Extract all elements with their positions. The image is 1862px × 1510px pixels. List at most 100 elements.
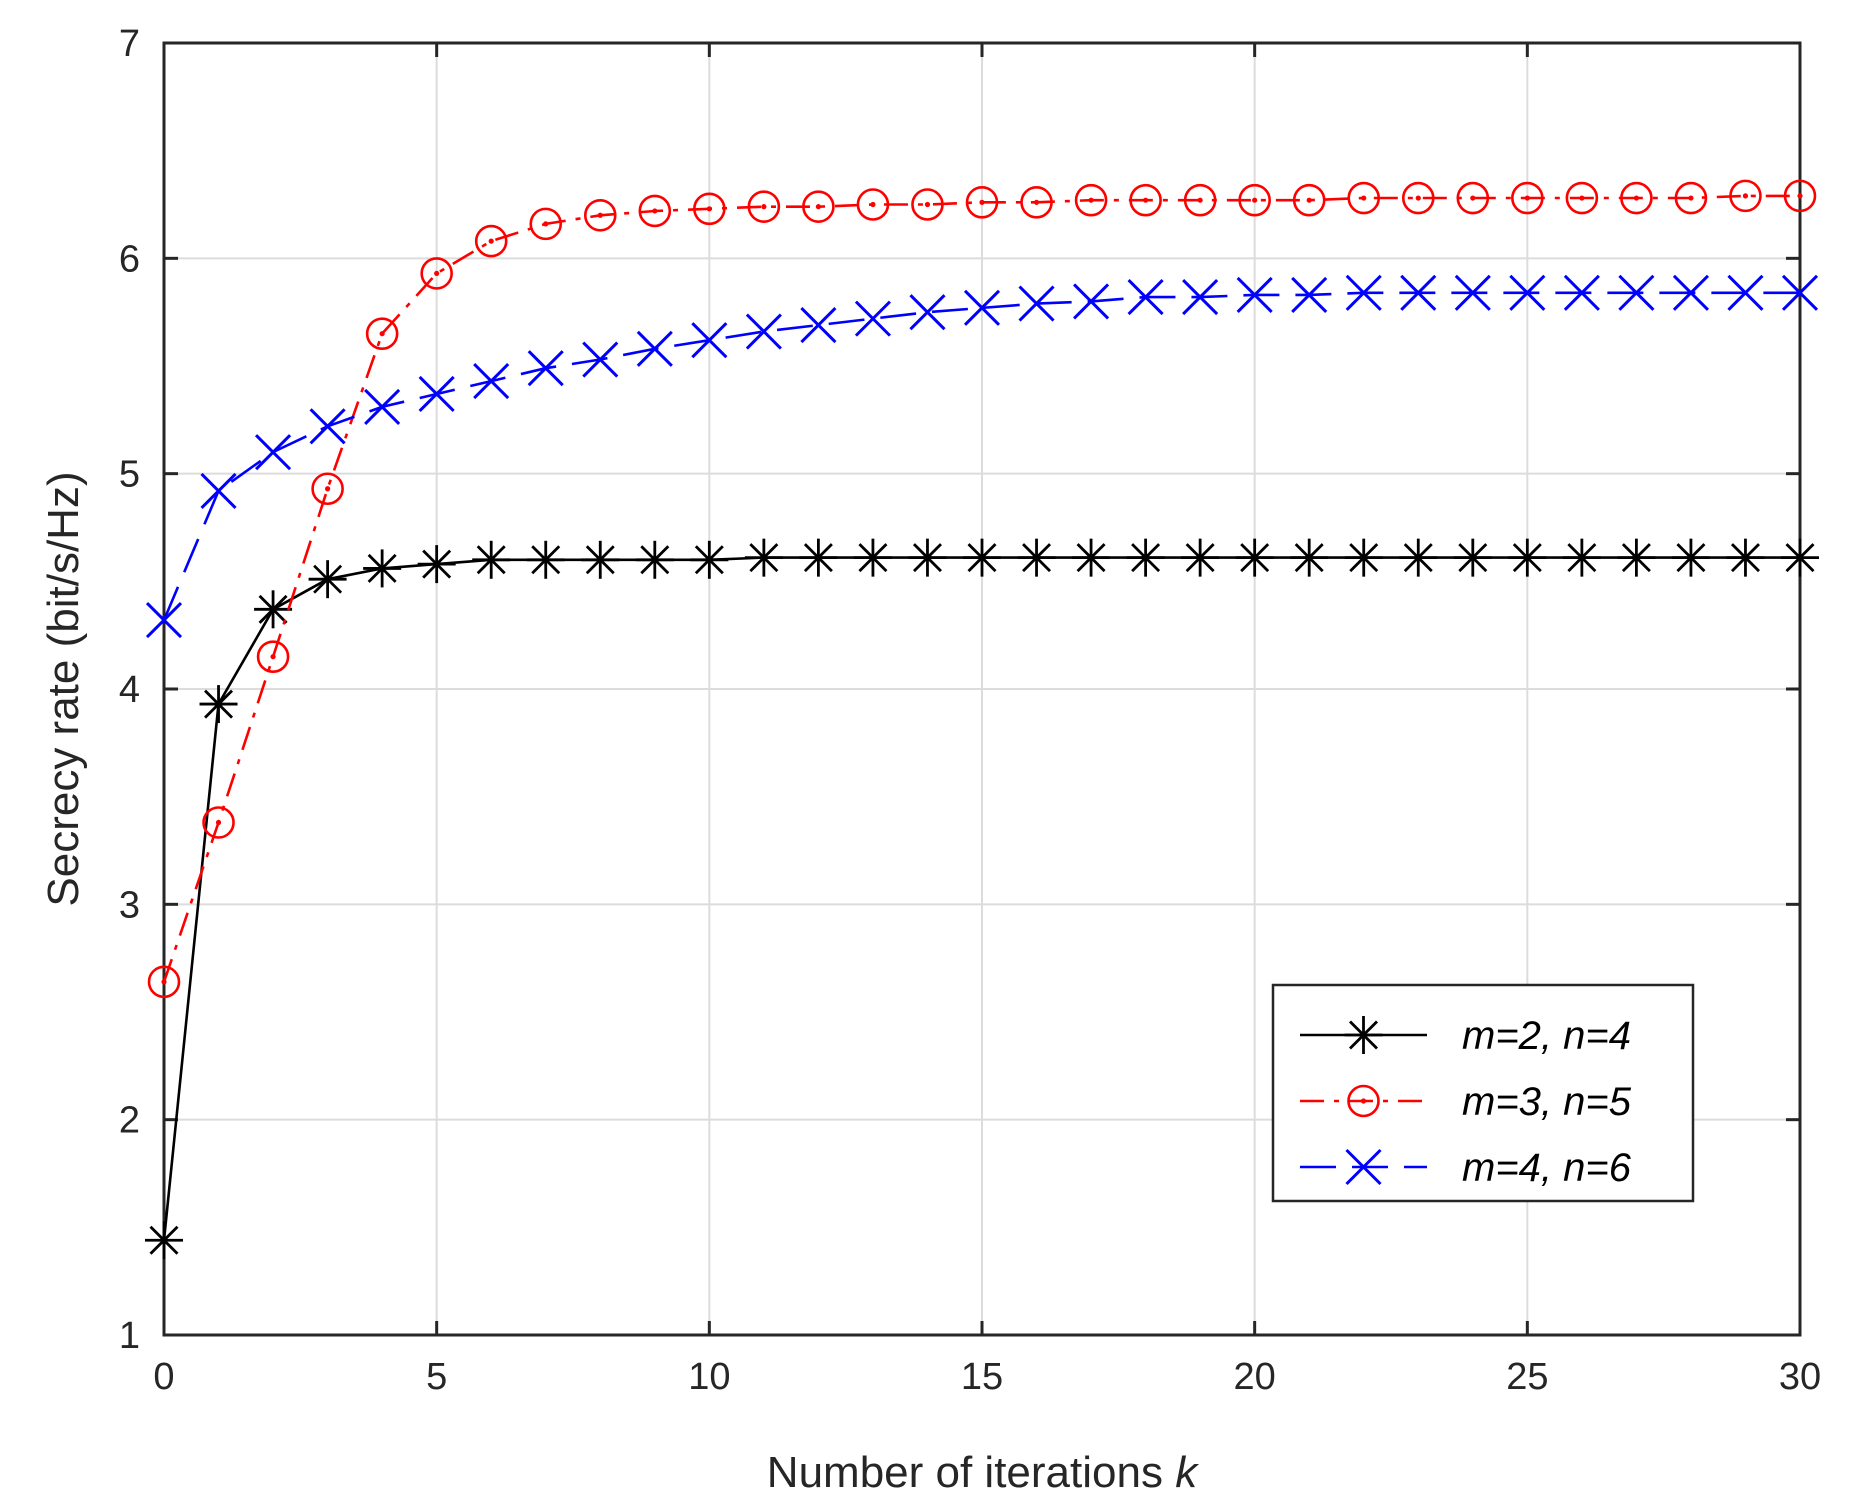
- data-point: [472, 540, 511, 579]
- data-point: [581, 540, 620, 579]
- marker-stroke: [313, 564, 343, 594]
- data-point: [582, 341, 619, 378]
- legend-entry: m=3, n=5: [1300, 1080, 1632, 1124]
- data-point: [1453, 538, 1492, 577]
- marker-stroke: [963, 289, 1001, 326]
- data-point: [911, 188, 944, 221]
- marker-stroke: [364, 388, 401, 425]
- y-tick-label: 5: [119, 454, 140, 496]
- marker-dot: [1252, 197, 1258, 203]
- marker-stroke: [1345, 1148, 1382, 1186]
- data-point: [1783, 179, 1817, 213]
- data-point: [636, 330, 673, 367]
- y-tick-label: 6: [119, 238, 140, 280]
- marker-stroke: [1509, 274, 1546, 311]
- data-point: [1345, 274, 1382, 311]
- data-point: [1618, 274, 1655, 311]
- data-point: [363, 549, 402, 588]
- data-point: [1671, 538, 1710, 577]
- marker-circle: [1183, 183, 1217, 217]
- marker-circle: [856, 188, 890, 221]
- marker-stroke: [967, 543, 997, 573]
- legend-entry: m=2, n=4: [1300, 1014, 1631, 1058]
- x-axis-label: Number of iterations k: [767, 1448, 1199, 1497]
- marker-stroke: [367, 553, 397, 583]
- marker-dot: [706, 206, 712, 212]
- marker-stroke: [1403, 543, 1433, 573]
- marker-dot: [761, 204, 767, 210]
- marker-circle: [1456, 181, 1490, 215]
- data-point: [800, 307, 837, 344]
- marker-stroke: [418, 375, 455, 413]
- data-point: [1126, 538, 1165, 577]
- marker-stroke: [1563, 274, 1600, 311]
- marker-circle: [202, 806, 235, 839]
- data-point: [854, 300, 891, 337]
- marker-dot: [1470, 195, 1476, 201]
- marker-stroke: [1240, 543, 1270, 573]
- data-point: [311, 472, 344, 506]
- y-axis-label: Secrecy rate (bit/s/Hz): [39, 471, 88, 906]
- x-tick-label: 20: [1234, 1356, 1276, 1398]
- marker-dot: [1415, 195, 1421, 201]
- legend-label: m=3, n=5: [1462, 1080, 1632, 1124]
- marker-stroke: [1618, 274, 1655, 311]
- data-point: [1781, 538, 1819, 577]
- marker-dot: [597, 212, 603, 218]
- marker-dot: [1688, 195, 1694, 201]
- data-point: [308, 560, 347, 599]
- marker-stroke: [800, 307, 837, 344]
- marker-stroke: [858, 543, 888, 573]
- marker-stroke: [1291, 276, 1328, 314]
- data-point: [1291, 276, 1328, 314]
- marker-circle: [147, 965, 181, 999]
- marker-stroke: [1076, 543, 1106, 573]
- marker-circle: [1129, 183, 1162, 217]
- axis-ticks: 0 5 10 15 20 25 30 1 2 3 4 5 6 7: [119, 23, 1821, 1398]
- data-point: [1617, 538, 1656, 577]
- data-point: [1072, 538, 1111, 577]
- marker-circle: [1347, 181, 1381, 215]
- data-point: [583, 198, 617, 232]
- marker-dot: [325, 486, 331, 492]
- data-point: [420, 257, 453, 290]
- data-point: [1508, 538, 1547, 577]
- x-tick-label: 25: [1506, 1356, 1548, 1398]
- data-point: [1017, 538, 1056, 577]
- marker-stroke: [1349, 1020, 1378, 1050]
- marker-stroke: [636, 330, 673, 367]
- data-point: [1729, 179, 1762, 213]
- data-point: [200, 472, 237, 509]
- marker-circle: [1511, 181, 1544, 215]
- data-point: [745, 313, 782, 350]
- marker-stroke: [309, 408, 346, 445]
- marker-stroke: [585, 545, 615, 575]
- marker-stroke: [1018, 285, 1055, 322]
- legend-marker: [1344, 1016, 1383, 1054]
- marker-circle: [1565, 181, 1599, 215]
- marker-circle: [1674, 181, 1708, 215]
- marker-circle: [1620, 181, 1653, 215]
- marker-stroke: [1454, 274, 1491, 311]
- data-point: [963, 289, 1001, 326]
- marker-circle: [1783, 179, 1817, 213]
- marker-stroke: [745, 313, 782, 350]
- marker-stroke: [149, 1225, 179, 1255]
- marker-dot: [161, 979, 167, 985]
- x-tick-label: 10: [688, 1356, 730, 1398]
- legend-marker: [1347, 1084, 1380, 1118]
- data-point: [908, 538, 947, 577]
- marker-stroke: [912, 543, 942, 573]
- marker-stroke: [803, 543, 833, 573]
- marker-circle: [965, 186, 999, 219]
- marker-circle: [1401, 181, 1435, 215]
- y-tick-label: 3: [119, 884, 140, 926]
- marker-stroke: [1730, 543, 1760, 573]
- data-point: [1127, 279, 1164, 316]
- data-point: [418, 375, 455, 413]
- marker-dot: [488, 238, 494, 244]
- marker-dot: [434, 270, 440, 277]
- data-point: [364, 388, 401, 425]
- data-point: [1562, 538, 1601, 577]
- data-point: [1563, 274, 1600, 311]
